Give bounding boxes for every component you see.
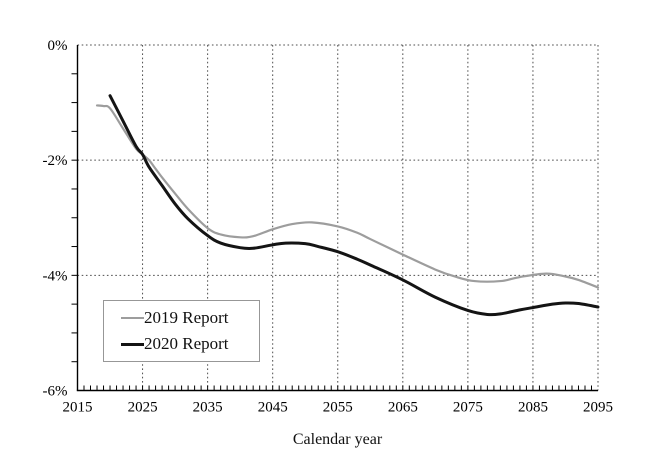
x-tick-label: 2075: [453, 400, 483, 416]
legend: 2019 Report 2020 Report: [103, 300, 260, 362]
series-line-2020-report: [108, 94, 600, 317]
x-tick-label: 2045: [258, 400, 288, 416]
x-tick-label: 2035: [193, 400, 223, 416]
x-tick-label: 2015: [63, 400, 93, 416]
y-tick-label: -2%: [43, 153, 68, 169]
x-tick-label: 2055: [323, 400, 353, 416]
x-tick-label: 2025: [128, 400, 158, 416]
legend-line-sample-2020: [121, 342, 144, 346]
series-line-2019-report: [95, 104, 600, 289]
legend-label-2020: 2020 Report: [144, 334, 229, 353]
legend-line-sample-2019: [121, 316, 144, 319]
legend-item-2019-report: 2019 Report: [121, 308, 259, 328]
x-axis-title: Calendar year: [292, 431, 383, 448]
legend-item-2020-report: 2020 Report: [121, 334, 259, 354]
legend-label-2019: 2019 Report: [144, 307, 229, 327]
y-tick-label: -6%: [43, 384, 68, 400]
x-tick-label: 2095: [583, 400, 613, 416]
x-tick-label: 2065: [388, 400, 418, 416]
y-tick-label: -4%: [43, 268, 68, 284]
y-tick-label: 0%: [48, 38, 68, 54]
x-tick-label: 2085: [518, 400, 548, 416]
